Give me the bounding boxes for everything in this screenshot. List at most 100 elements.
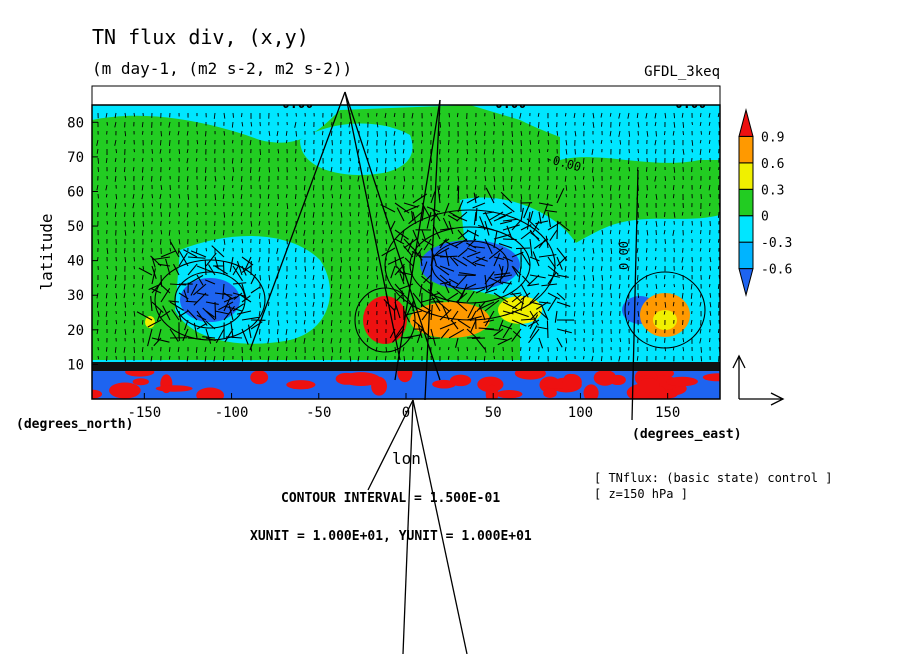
vector-mark: [393, 130, 396, 136]
vector-mark: [267, 256, 270, 263]
vector-mark: [591, 355, 594, 362]
vector-mark: [223, 211, 226, 218]
vector-mark: [664, 112, 667, 119]
vector-mark: [466, 193, 468, 199]
vector-mark: [304, 148, 306, 153]
vector-mark: [467, 301, 477, 319]
vector-mark: [537, 193, 540, 199]
vector-mark: [396, 266, 405, 276]
vector-mark: [169, 247, 171, 252]
vector-mark: [600, 139, 603, 144]
vector-mark: [510, 175, 513, 182]
vector-mark: [159, 310, 171, 319]
vector-mark: [492, 148, 495, 155]
vector-mark: [133, 112, 136, 117]
vector-mark: [294, 346, 297, 353]
vector-mark: [717, 112, 720, 118]
flux-vectors: [96, 112, 720, 362]
vector-mark: [322, 355, 324, 361]
vector-mark: [387, 256, 405, 265]
vector-mark: [141, 292, 144, 299]
vector-mark: [592, 247, 595, 254]
vector-mark: [204, 139, 207, 146]
vector-mark: [132, 202, 135, 209]
vector-mark: [375, 211, 378, 218]
vector-mark: [267, 337, 270, 344]
vector-mark: [636, 274, 639, 281]
vector-mark: [637, 202, 640, 208]
vector-mark: [375, 256, 378, 261]
vector-mark: [627, 319, 630, 324]
vector-mark: [700, 346, 702, 353]
vector-mark: [526, 218, 540, 231]
vector-mark: [682, 337, 685, 343]
vector-mark: [498, 243, 513, 249]
tropical-blob: [109, 382, 141, 399]
vector-mark: [233, 292, 243, 300]
vector-mark: [169, 166, 171, 171]
vector-mark: [106, 274, 109, 280]
vector-mark: [600, 301, 603, 307]
vector-mark: [475, 288, 486, 294]
vector-mark: [411, 210, 414, 222]
vector-mark: [276, 247, 279, 254]
vector-mark: [457, 175, 460, 182]
vector-mark: [645, 166, 648, 172]
vector-mark: [556, 346, 559, 351]
vector-mark: [547, 139, 549, 145]
vector-mark: [609, 310, 612, 316]
vector-mark: [177, 130, 180, 136]
tropical-blob: [250, 370, 269, 385]
vector-mark: [312, 211, 315, 218]
vector-mark: [591, 211, 594, 218]
vector-mark: [157, 328, 162, 342]
vector-mark: [348, 121, 351, 128]
vector-mark: [549, 229, 558, 241]
vector-mark: [502, 256, 514, 262]
vector-mark: [493, 230, 498, 249]
vector-mark: [663, 229, 666, 235]
vector-mark: [672, 193, 675, 199]
vector-mark: [136, 311, 153, 321]
vector-mark: [421, 229, 426, 241]
vector-mark: [654, 112, 657, 119]
vector-mark: [259, 148, 261, 155]
vector-mark: [330, 166, 333, 173]
vector-mark: [442, 217, 450, 231]
vector-mark: [213, 346, 216, 352]
vector-mark: [609, 283, 612, 290]
vector-mark: [348, 346, 351, 353]
vector-mark: [447, 184, 450, 191]
vector-mark: [384, 175, 387, 181]
vector-mark: [471, 337, 486, 340]
vector-mark: [627, 175, 630, 180]
vector-mark: [582, 238, 585, 245]
vector-mark: [348, 283, 351, 289]
vector-mark: [330, 274, 333, 281]
vector-mark: [97, 157, 99, 164]
vector-mark: [168, 300, 180, 303]
vector-mark: [169, 301, 184, 311]
vector-mark: [250, 273, 257, 285]
vector-mark: [385, 148, 388, 154]
vector-mark: [699, 121, 702, 127]
vector-mark: [708, 148, 711, 153]
vector-mark: [160, 175, 162, 181]
vector-mark: [267, 346, 270, 351]
vector-mark: [699, 148, 702, 155]
vector-mark: [349, 355, 352, 362]
vector-mark: [454, 238, 468, 248]
vector-mark: [186, 130, 189, 136]
vector-mark: [627, 184, 630, 190]
vector-mark: [556, 274, 569, 278]
vector-mark: [249, 139, 252, 146]
vector-mark: [232, 282, 247, 285]
stray-line: [394, 99, 441, 381]
vector-mark: [717, 328, 720, 334]
vector-mark: [511, 130, 513, 137]
tropical-blob: [496, 390, 523, 399]
vector-mark: [547, 211, 552, 228]
vector-mark: [385, 184, 388, 191]
vector-mark: [357, 292, 360, 299]
vector-mark: [375, 301, 378, 307]
